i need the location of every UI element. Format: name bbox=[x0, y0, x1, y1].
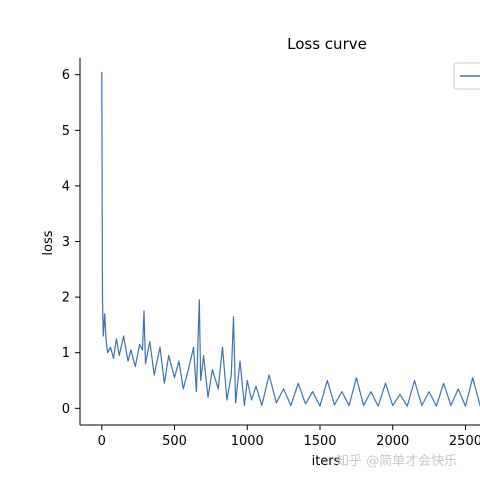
watermark: 知乎 @简单才会快乐 bbox=[336, 454, 458, 469]
x-axis-label: iters bbox=[312, 454, 341, 469]
y-tick-label: 4 bbox=[62, 179, 70, 194]
chart-title: Loss curve bbox=[287, 35, 367, 53]
x-tick-label: 2000 bbox=[376, 434, 409, 449]
x-tick-label: 2500 bbox=[449, 434, 480, 449]
x-tick-label: 0 bbox=[98, 434, 106, 449]
y-tick-label: 3 bbox=[62, 235, 70, 250]
y-tick-label: 0 bbox=[62, 402, 70, 417]
series-layer bbox=[101, 71, 480, 407]
x-tick-label: 500 bbox=[162, 434, 187, 449]
y-tick-label: 5 bbox=[62, 124, 70, 139]
y-tick-label: 2 bbox=[62, 291, 70, 306]
y-ticks: 0 1 2 3 4 5 6 bbox=[62, 68, 80, 417]
y-axis-label: loss bbox=[41, 230, 56, 255]
x-tick-label: 1000 bbox=[231, 434, 264, 449]
x-tick-label: 1500 bbox=[303, 434, 336, 449]
legend bbox=[453, 62, 480, 90]
y-tick-label: 6 bbox=[62, 68, 70, 83]
x-ticks: 0 500 1000 1500 2000 2500 bbox=[98, 425, 480, 449]
y-tick-label: 1 bbox=[62, 346, 70, 361]
loss-series-line-0 bbox=[101, 71, 480, 407]
